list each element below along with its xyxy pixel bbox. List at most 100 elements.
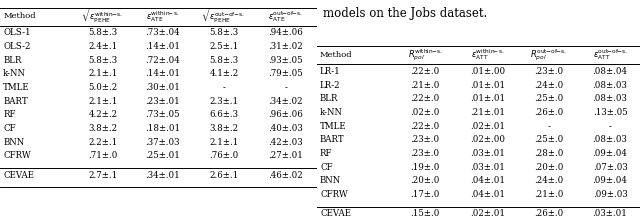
Text: .18±.01: .18±.01 <box>145 124 180 133</box>
Text: .02±.0: .02±.0 <box>410 108 440 117</box>
Text: .76±.0: .76±.0 <box>209 151 239 160</box>
Text: $\sqrt{\epsilon_{\rm PEHE}^{\rm out\!\!-\!of\!\!-\!s.}}$: $\sqrt{\epsilon_{\rm PEHE}^{\rm out\!\!-… <box>201 7 248 25</box>
Text: .09±.04: .09±.04 <box>593 149 628 158</box>
Text: .23±.0: .23±.0 <box>410 149 440 158</box>
Text: .03±.01: .03±.01 <box>470 163 505 172</box>
Text: 2.6±.1: 2.6±.1 <box>209 171 239 180</box>
Text: CEVAE: CEVAE <box>320 209 351 218</box>
Text: 5.8±.3: 5.8±.3 <box>88 28 118 37</box>
Text: .79±.05: .79±.05 <box>269 69 303 78</box>
Text: .19±.0: .19±.0 <box>410 163 440 172</box>
Text: OLS-1: OLS-1 <box>3 28 31 37</box>
Text: .08±.03: .08±.03 <box>593 135 628 144</box>
Text: $R_{pol}^{\rm out\!\!-\!of\!\!-\!s.}$: $R_{pol}^{\rm out\!\!-\!of\!\!-\!s.}$ <box>531 47 567 63</box>
Text: Method: Method <box>320 51 353 59</box>
Text: 2.3±.1: 2.3±.1 <box>209 97 239 106</box>
Text: RF: RF <box>320 149 333 158</box>
Text: BART: BART <box>320 135 345 144</box>
Text: .14±.01: .14±.01 <box>145 42 180 51</box>
Text: .17±.0: .17±.0 <box>410 190 440 199</box>
Text: BNN: BNN <box>320 176 341 185</box>
Text: .31±.02: .31±.02 <box>269 42 303 51</box>
Text: CF: CF <box>320 163 333 172</box>
Text: .93±.05: .93±.05 <box>269 55 303 65</box>
Text: .23±.0: .23±.0 <box>410 135 440 144</box>
Text: 2.2±.1: 2.2±.1 <box>88 138 118 147</box>
Text: 4.2±.2: 4.2±.2 <box>88 110 118 119</box>
Text: .94±.06: .94±.06 <box>269 28 303 37</box>
Text: k-NN: k-NN <box>3 69 26 78</box>
Text: 5.0±.2: 5.0±.2 <box>88 83 118 92</box>
Text: CF: CF <box>3 124 16 133</box>
Text: .23±.0: .23±.0 <box>534 67 563 76</box>
Text: CFRW: CFRW <box>3 151 31 160</box>
Text: .21±.01: .21±.01 <box>470 108 505 117</box>
Text: TMLE: TMLE <box>3 83 30 92</box>
Text: 2.4±.1: 2.4±.1 <box>88 42 118 51</box>
Text: .14±.01: .14±.01 <box>145 69 180 78</box>
Text: .46±.02: .46±.02 <box>269 171 303 180</box>
Text: .15±.0: .15±.0 <box>410 209 440 218</box>
Text: Method: Method <box>3 12 36 20</box>
Text: 2.5±.1: 2.5±.1 <box>209 42 239 51</box>
Text: -: - <box>609 122 612 131</box>
Text: $\epsilon_{\rm ATT}^{\rm within\!\!-\!s.}$: $\epsilon_{\rm ATT}^{\rm within\!\!-\!s.… <box>470 48 504 62</box>
Text: TMLE: TMLE <box>320 122 347 131</box>
Text: .03±.01: .03±.01 <box>470 149 505 158</box>
Text: BLR: BLR <box>3 55 22 65</box>
Text: RF: RF <box>3 110 15 119</box>
Text: 5.8±.3: 5.8±.3 <box>209 55 239 65</box>
Text: .09±.03: .09±.03 <box>593 190 627 199</box>
Text: 3.8±.2: 3.8±.2 <box>209 124 239 133</box>
Text: .40±.03: .40±.03 <box>269 124 303 133</box>
Text: $R_{pol}^{\rm within\!\!-\!s.}$: $R_{pol}^{\rm within\!\!-\!s.}$ <box>408 47 442 63</box>
Text: .25±.0: .25±.0 <box>534 94 563 103</box>
Text: .34±.02: .34±.02 <box>269 97 303 106</box>
Text: .08±.03: .08±.03 <box>593 80 628 90</box>
Text: .25±.01: .25±.01 <box>145 151 180 160</box>
Text: .08±.04: .08±.04 <box>593 67 628 76</box>
Text: .21±.0: .21±.0 <box>534 190 563 199</box>
Text: 2.7±.1: 2.7±.1 <box>88 171 118 180</box>
Text: 2.1±.1: 2.1±.1 <box>88 69 118 78</box>
Text: $\epsilon_{\rm ATT}^{\rm out\!\!-\!of\!\!-\!s.}$: $\epsilon_{\rm ATT}^{\rm out\!\!-\!of\!\… <box>593 48 628 62</box>
Text: 4.1±.2: 4.1±.2 <box>209 69 239 78</box>
Text: .21±.0: .21±.0 <box>410 80 440 90</box>
Text: BNN: BNN <box>3 138 24 147</box>
Text: k-NN: k-NN <box>320 108 343 117</box>
Text: $\epsilon_{\rm ATE}^{\rm within\!\!-\!s.}$: $\epsilon_{\rm ATE}^{\rm within\!\!-\!s.… <box>146 9 179 24</box>
Text: .20±.0: .20±.0 <box>534 163 563 172</box>
Text: .08±.03: .08±.03 <box>593 94 628 103</box>
Text: .30±.01: .30±.01 <box>145 83 180 92</box>
Text: .34±.01: .34±.01 <box>145 171 180 180</box>
Text: $\epsilon_{\rm ATE}^{\rm out\!\!-\!of\!\!-\!s.}$: $\epsilon_{\rm ATE}^{\rm out\!\!-\!of\!\… <box>268 9 303 24</box>
Text: .72±.04: .72±.04 <box>145 55 180 65</box>
Text: .02±.01: .02±.01 <box>470 122 505 131</box>
Text: .04±.01: .04±.01 <box>470 190 505 199</box>
Text: BLR: BLR <box>320 94 339 103</box>
Text: BART: BART <box>3 97 28 106</box>
Text: .01±.01: .01±.01 <box>470 94 505 103</box>
Text: .24±.0: .24±.0 <box>534 176 563 185</box>
Text: .22±.0: .22±.0 <box>410 67 440 76</box>
Text: .73±.05: .73±.05 <box>145 110 180 119</box>
Text: models on the Jobs dataset.: models on the Jobs dataset. <box>323 7 488 20</box>
Text: .42±.03: .42±.03 <box>269 138 303 147</box>
Text: .02±.00: .02±.00 <box>470 135 505 144</box>
Text: .03±.01: .03±.01 <box>593 209 628 218</box>
Text: LR-2: LR-2 <box>320 80 340 90</box>
Text: -: - <box>223 83 225 92</box>
Text: .24±.0: .24±.0 <box>534 80 563 90</box>
Text: .73±.04: .73±.04 <box>145 28 180 37</box>
Text: CFRW: CFRW <box>320 190 348 199</box>
Text: .26±.0: .26±.0 <box>534 108 563 117</box>
Text: .13±.05: .13±.05 <box>593 108 627 117</box>
Text: .27±.01: .27±.01 <box>268 151 303 160</box>
Text: .22±.0: .22±.0 <box>410 122 440 131</box>
Text: .71±.0: .71±.0 <box>88 151 118 160</box>
Text: .04±.01: .04±.01 <box>470 176 505 185</box>
Text: .02±.01: .02±.01 <box>470 209 505 218</box>
Text: 3.8±.2: 3.8±.2 <box>88 124 118 133</box>
Text: 5.8±.3: 5.8±.3 <box>88 55 118 65</box>
Text: OLS-2: OLS-2 <box>3 42 31 51</box>
